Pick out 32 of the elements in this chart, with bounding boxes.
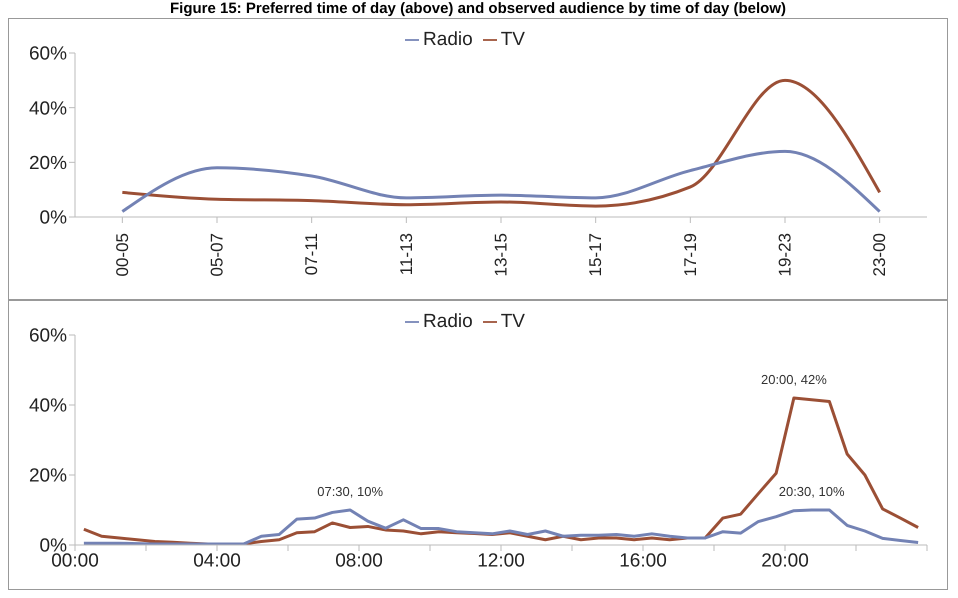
legend-label: Radio (423, 29, 473, 50)
line-series (82, 508, 920, 545)
y-tick-label: 60% (28, 44, 68, 65)
x-tick-label: 00-05 (112, 233, 132, 276)
legend-label: Radio (423, 311, 473, 332)
x-tick-label: 20:00 (761, 550, 809, 572)
x-tick-label: 13-15 (492, 233, 510, 276)
y-tick-label: 20% (28, 153, 68, 174)
y-tick-label: 0% (40, 208, 68, 229)
line-series (120, 78, 882, 208)
x-tick-label: 16:00 (619, 550, 667, 572)
y-tick-label: 40% (28, 396, 68, 417)
x-tick-label: 04:00 (193, 550, 241, 572)
annotation: 20:30, 10% (778, 484, 845, 499)
x-tick-label: 11-13 (396, 233, 416, 276)
annotation: 07:30, 10% (317, 484, 384, 499)
x-tick-label: 23-00 (870, 233, 890, 276)
y-tick-label: 60% (28, 326, 68, 347)
x-tick-label: 17-19 (680, 233, 700, 276)
annotation: 20:00, 42% (760, 372, 828, 387)
x-tick-label: 05-07 (208, 233, 226, 276)
x-tick-label: 15-17 (586, 233, 606, 276)
x-tick-label: 19-23 (776, 233, 794, 276)
line-series (120, 150, 882, 214)
x-tick-label: 07-11 (302, 233, 322, 276)
legend-label: TV (500, 311, 525, 332)
legend-label: TV (500, 29, 525, 50)
y-tick-label: 20% (28, 466, 68, 487)
y-tick-label: 40% (28, 98, 68, 120)
chart-title: Figure 15: Preferred time of day (above) and observed audience by time of day (below) (169, 0, 787, 18)
x-tick-label: 12:00 (477, 550, 525, 572)
x-tick-label: 08:00 (335, 550, 383, 572)
